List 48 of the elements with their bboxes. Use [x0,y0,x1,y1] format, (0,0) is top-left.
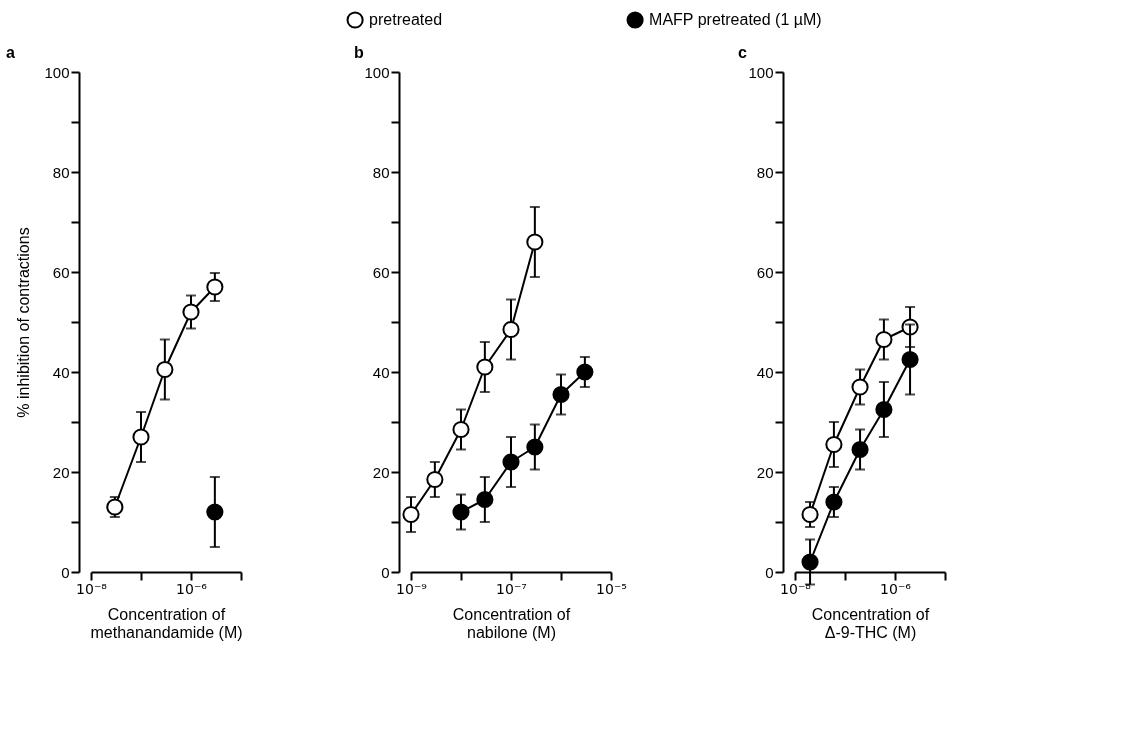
y-tick-label: 40 [52,363,70,381]
y-tick-label: 60 [372,263,390,281]
x-tick-label: 10⁻⁸ [76,580,108,597]
x-tick-label: 10⁻⁶ [176,580,208,597]
y-tick-label: 0 [381,563,390,581]
y-tick-label: 60 [756,263,774,281]
y-tick-label: 80 [756,163,774,181]
chart-title: c [737,44,747,61]
point [801,553,819,571]
x-axis-title: Concentration of methanandamide (M) [90,605,243,641]
x-tick-label: 10⁻⁸ [780,580,812,597]
point [825,435,843,454]
point [875,330,893,349]
x-axis-title: Concentration of nabilone (M) [452,605,571,641]
point [851,378,869,396]
y-tick-label: 20 [756,463,774,481]
y-tick-label: 100 [364,63,390,81]
point [106,498,124,516]
point [901,350,919,369]
point [206,278,224,296]
y-axis-title: % inhibition of contractions [15,227,33,418]
y-tick-label: 80 [52,163,70,181]
y-tick-label: 0 [61,563,70,581]
y-tick-label: 40 [756,363,774,381]
chart-title: a [5,44,15,61]
y-tick-label: 60 [52,263,70,281]
point [851,440,869,459]
y-tick-label: 20 [372,463,390,481]
point [801,505,819,524]
x-tick-label: 10⁻⁷ [496,580,527,597]
y-tick-label: 80 [372,163,390,181]
x-tick-label: 10⁻⁶ [880,580,912,597]
y-tick-label: 40 [372,363,390,381]
legend-label: pretreated [369,11,443,28]
y-tick-label: 20 [52,463,70,481]
point [875,400,893,419]
y-tick-label: 0 [765,563,774,581]
chart-title: b [353,44,364,61]
legend-label: MAFP pretreated (1 µM) [649,11,822,28]
x-tick-label: 10⁻⁵ [596,580,627,597]
point [132,428,150,446]
point [156,360,174,379]
y-tick-label: 100 [748,63,774,81]
point [182,303,200,321]
x-axis-title: Concentration of Δ-9-THC (M) [811,605,930,641]
x-tick-label: 10⁻⁹ [396,580,428,597]
y-tick-label: 100 [44,63,70,81]
point [825,493,843,511]
